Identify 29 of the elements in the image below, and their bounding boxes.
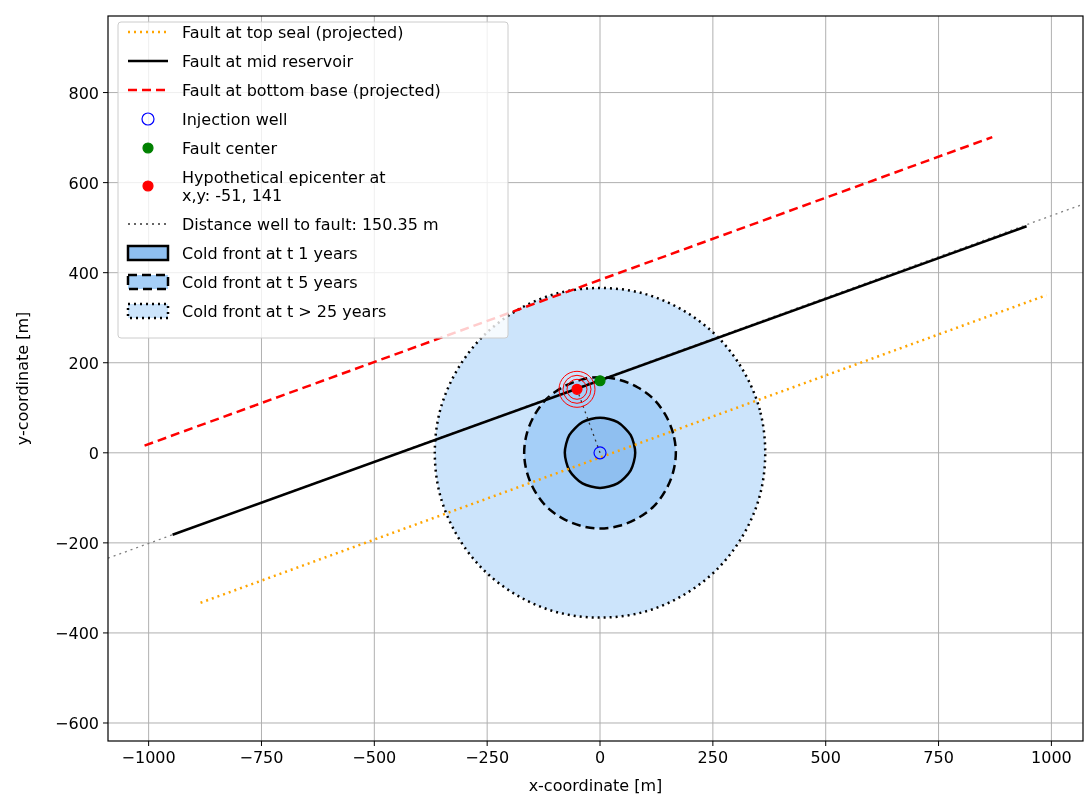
x-tick-label: 0 (594, 748, 606, 767)
x-tick-label: −500 (352, 748, 397, 767)
legend-label: Fault at top seal (projected) (182, 23, 404, 42)
legend-label: Fault center (182, 139, 278, 158)
legend-label: Cold front at t 5 years (182, 273, 358, 292)
legend-label: Cold front at t 1 years (182, 244, 358, 263)
legend-label: Fault at bottom base (projected) (182, 81, 441, 100)
y-tick-label: 400 (68, 263, 99, 283)
legend-label: Fault at mid reservoir (182, 52, 354, 71)
y-tick-label: 200 (68, 353, 99, 373)
legend-label: Distance well to fault: 150.35 m (182, 215, 439, 234)
x-tick-label: 500 (810, 748, 841, 767)
x-tick-label: 1000 (1031, 748, 1072, 767)
x-tick-label: 750 (923, 748, 954, 767)
y-tick-label: 0 (88, 443, 99, 463)
x-tick-label: −250 (465, 748, 510, 767)
y-tick-label: −200 (55, 533, 99, 553)
y-tick-label: −600 (55, 713, 99, 733)
legend-label: Hypothetical epicenter at x,y: -51, 141 (182, 168, 386, 205)
y-tick-label: 600 (68, 173, 99, 193)
y-tick-label: −400 (55, 623, 99, 643)
x-axis-title: x-coordinate [m] (528, 776, 663, 795)
y-tick-label: 800 (68, 83, 99, 103)
x-tick-label: 250 (697, 748, 729, 767)
x-tick-label: −1000 (121, 748, 176, 767)
x-tick-label: −750 (239, 748, 284, 767)
legend-label: Injection well (182, 110, 288, 129)
y-axis-title: y-coordinate [m] (13, 311, 32, 446)
legend-label: Cold front at t > 25 years (182, 302, 387, 321)
